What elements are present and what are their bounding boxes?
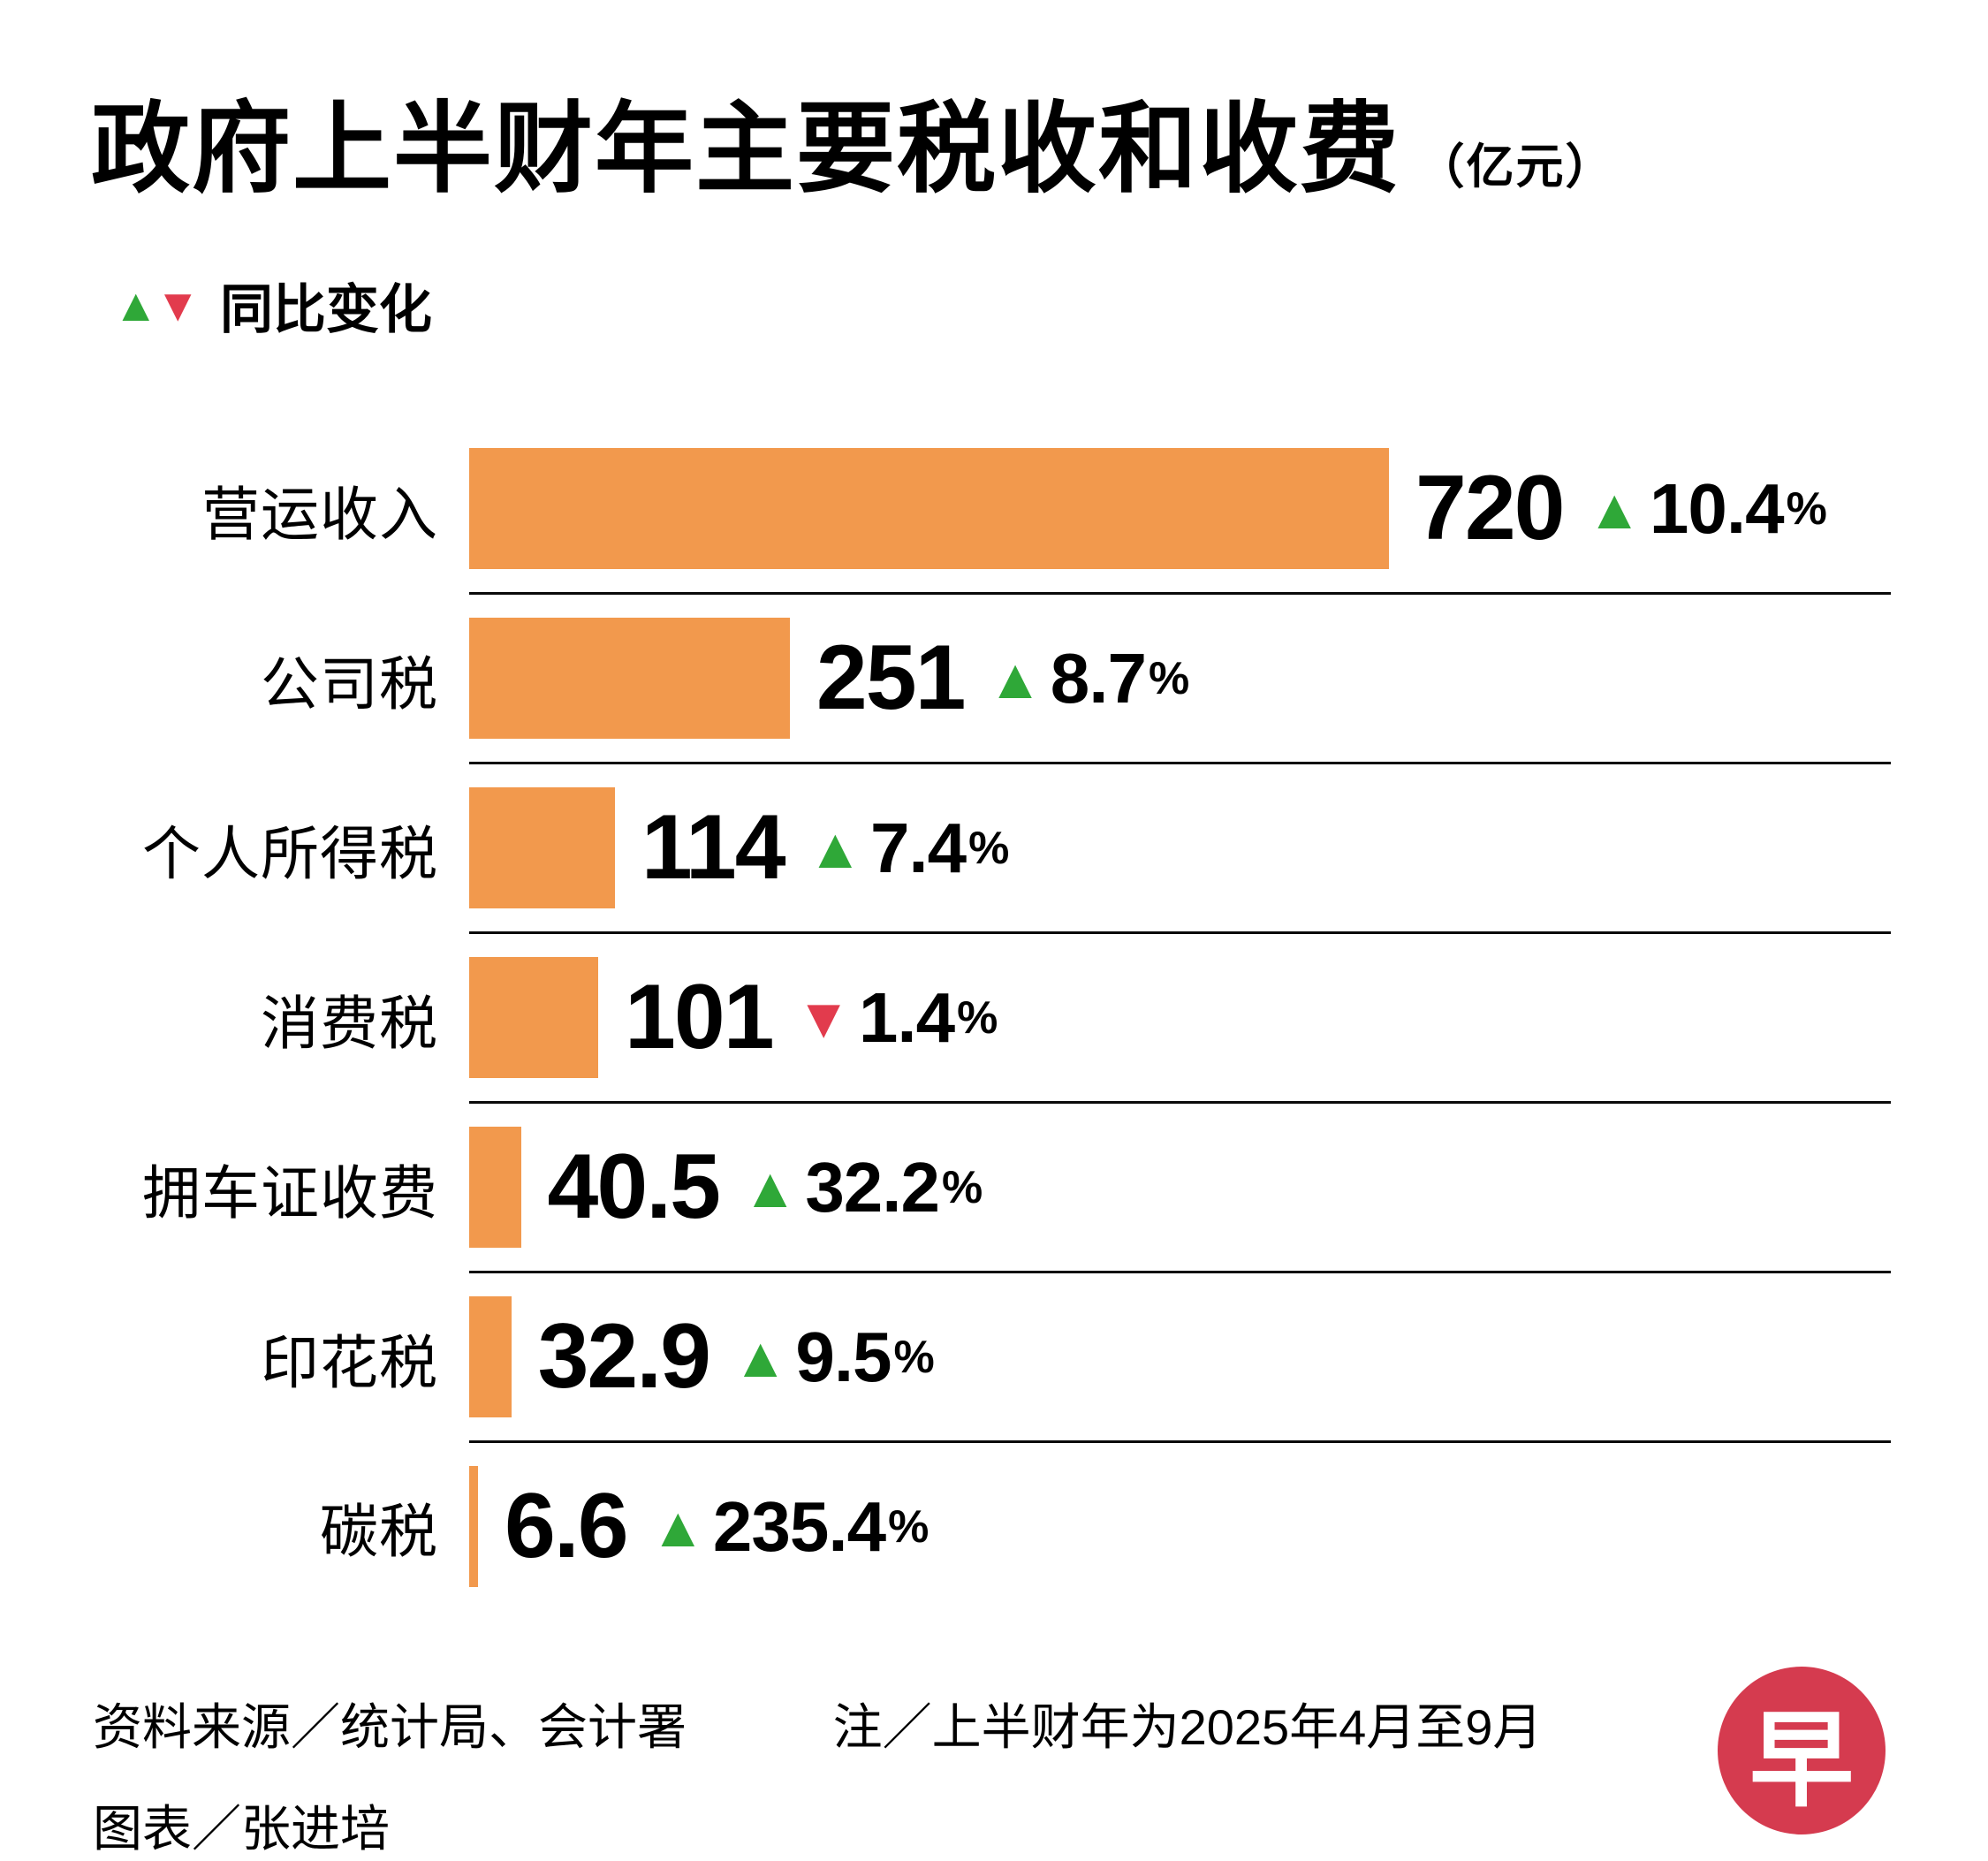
chart-row: 拥车证收费 40.5 ▲ 32.2% bbox=[0, 1104, 1988, 1273]
percent-sign: % bbox=[1148, 652, 1190, 704]
bar bbox=[469, 787, 615, 908]
value-group: 6.6 ▲ 235.4% bbox=[505, 1474, 929, 1579]
chart-row: 消费税 101 ▼ 1.4% bbox=[0, 934, 1988, 1104]
row-content: 101 ▼ 1.4% bbox=[469, 934, 1891, 1104]
source-text: 资料来源／统计局、会计署 bbox=[93, 1699, 687, 1755]
yoy-change-label: 7.4 bbox=[869, 808, 967, 887]
percent-sign: % bbox=[893, 1331, 935, 1383]
row-content: 251 ▲ 8.7% bbox=[469, 595, 1891, 764]
up-triangle-icon: ▲ bbox=[732, 1325, 789, 1389]
percent-sign: % bbox=[968, 822, 1010, 874]
value-label: 6.6 bbox=[505, 1475, 629, 1577]
bar bbox=[469, 618, 790, 739]
yoy-change-label: 10.4 bbox=[1649, 468, 1785, 548]
row-label: 公司税 bbox=[261, 651, 438, 717]
value-label: 32.9 bbox=[537, 1305, 711, 1408]
chart-row: 公司税 251 ▲ 8.7% bbox=[0, 595, 1988, 764]
up-triangle-icon: ▲ bbox=[987, 646, 1043, 710]
value-label: 251 bbox=[816, 627, 967, 729]
legend: ▲ ▼ 同比变化 bbox=[113, 267, 1988, 344]
zaobao-logo: 早 bbox=[1719, 1668, 1884, 1833]
footer-line-2: 图表／张进培 bbox=[93, 1789, 1988, 1861]
row-label: 个人所得税 bbox=[142, 821, 438, 886]
legend-label: 同比变化 bbox=[219, 280, 432, 339]
row-label: 消费税 bbox=[261, 991, 438, 1056]
footer: 资料来源／统计局、会计署 注／上半财年为2025年4月至9月 图表／张进培 早 bbox=[0, 1668, 1988, 1861]
value-group: 32.9 ▲ 9.5% bbox=[538, 1304, 935, 1409]
title-text: 政府上半财年主要税收和收费 bbox=[91, 94, 1400, 204]
row-label: 拥车证收费 bbox=[142, 1160, 438, 1226]
row-content: 40.5 ▲ 32.2% bbox=[469, 1104, 1891, 1273]
yoy-change-label: 8.7 bbox=[1050, 638, 1147, 718]
row-content: 32.9 ▲ 9.5% bbox=[469, 1273, 1891, 1443]
down-triangle-icon: ▼ bbox=[795, 985, 852, 1050]
bar bbox=[469, 1296, 512, 1417]
bar-chart: 营运收入 720 ▲ 10.4% 公司税 251 ▲ 8.7% 个人所得税 114 ▲ 7.4% 消费税… bbox=[0, 425, 1988, 1610]
row-label: 营运收入 bbox=[201, 482, 438, 547]
row-content: 6.6 ▲ 235.4% bbox=[469, 1443, 1891, 1610]
note-text: 注／上半财年为2025年4月至9月 bbox=[832, 1699, 1543, 1755]
value-group: 40.5 ▲ 32.2% bbox=[548, 1135, 983, 1240]
value-label: 40.5 bbox=[547, 1136, 721, 1238]
yoy-change-label: 9.5 bbox=[795, 1317, 892, 1396]
row-label: 印花税 bbox=[261, 1330, 438, 1395]
value-label: 114 bbox=[641, 796, 786, 899]
bar bbox=[469, 448, 1389, 569]
value-group: 251 ▲ 8.7% bbox=[816, 626, 1189, 731]
value-group: 114 ▲ 7.4% bbox=[641, 795, 1010, 900]
chart-row: 碳税 6.6 ▲ 235.4% bbox=[0, 1443, 1988, 1610]
up-triangle-icon: ▲ bbox=[649, 1494, 706, 1559]
row-label: 碳税 bbox=[320, 1498, 438, 1564]
value-label: 101 bbox=[625, 966, 775, 1068]
credit-text: 图表／张进培 bbox=[93, 1801, 390, 1857]
yoy-change-label: 235.4 bbox=[712, 1486, 886, 1566]
up-triangle-icon: ▲ bbox=[741, 1155, 799, 1219]
value-group: 101 ▼ 1.4% bbox=[625, 965, 998, 1070]
footer-line-1: 资料来源／统计局、会计署 注／上半财年为2025年4月至9月 bbox=[93, 1688, 1988, 1759]
page-title: 政府上半财年主要税收和收费 （亿元） bbox=[0, 0, 1988, 212]
percent-sign: % bbox=[888, 1500, 930, 1553]
up-triangle-icon: ▲ bbox=[1586, 476, 1643, 541]
title-unit: （亿元） bbox=[1416, 141, 1615, 194]
percent-sign: % bbox=[1786, 482, 1827, 535]
down-triangle-icon: ▼ bbox=[155, 279, 201, 331]
up-triangle-icon: ▲ bbox=[113, 279, 159, 331]
value-group: 720 ▲ 10.4% bbox=[1415, 456, 1827, 561]
row-content: 114 ▲ 7.4% bbox=[469, 764, 1891, 934]
chart-row: 印花税 32.9 ▲ 9.5% bbox=[0, 1273, 1988, 1443]
logo-character: 早 bbox=[1749, 1703, 1854, 1819]
value-label: 720 bbox=[1415, 457, 1566, 559]
bar bbox=[469, 1127, 521, 1248]
percent-sign: % bbox=[942, 1161, 983, 1213]
row-content: 720 ▲ 10.4% bbox=[469, 425, 1891, 595]
chart-row: 个人所得税 114 ▲ 7.4% bbox=[0, 764, 1988, 934]
up-triangle-icon: ▲ bbox=[807, 816, 863, 880]
bar bbox=[469, 957, 599, 1078]
chart-row: 营运收入 720 ▲ 10.4% bbox=[0, 425, 1988, 595]
yoy-change-label: 1.4 bbox=[858, 977, 955, 1057]
percent-sign: % bbox=[957, 991, 998, 1044]
bar bbox=[469, 1466, 478, 1587]
yoy-change-label: 32.2 bbox=[805, 1147, 940, 1227]
